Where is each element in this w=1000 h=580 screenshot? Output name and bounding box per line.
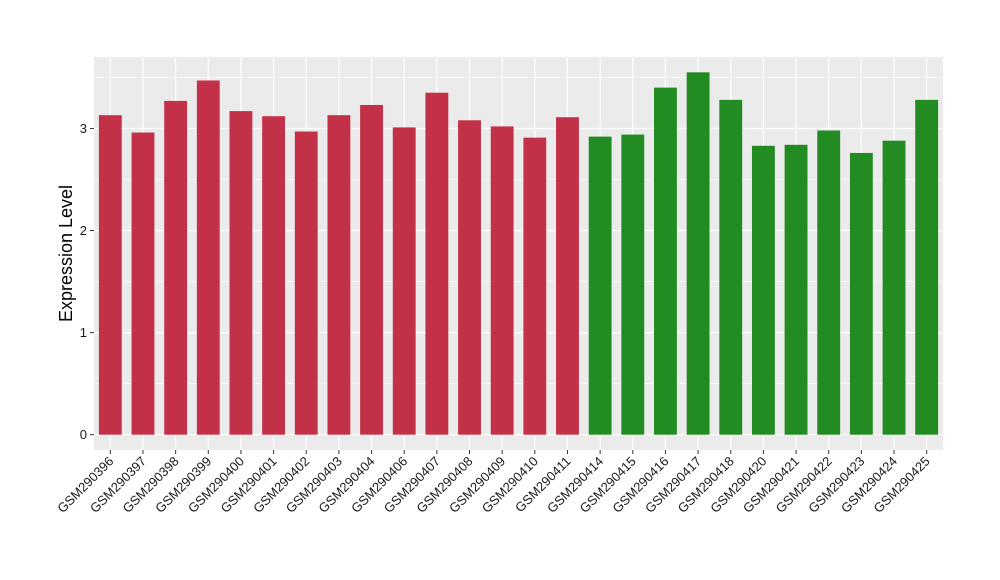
bar-GSM290406 [392, 127, 416, 435]
x-axis: GSM290396GSM290397GSM290398GSM290399GSM2… [54, 450, 933, 516]
bar-GSM290397 [131, 132, 155, 435]
bar-GSM290396 [98, 115, 122, 435]
bar-GSM290407 [425, 92, 449, 435]
bar-GSM290410 [523, 137, 547, 435]
y-axis-title: Expression Level [56, 185, 76, 322]
y-tick-label: 3 [80, 121, 87, 136]
y-tick-label: 2 [80, 223, 87, 238]
bar-GSM290409 [490, 126, 514, 435]
y-tick-label: 0 [80, 427, 87, 442]
bar-GSM290400 [229, 111, 253, 435]
bar-GSM290402 [294, 131, 318, 435]
bar-GSM290425 [915, 99, 939, 435]
bar-GSM290415 [621, 134, 645, 435]
plot-panel [94, 57, 943, 450]
bar-GSM290401 [262, 116, 286, 435]
bars [98, 72, 939, 435]
bar-GSM290403 [327, 115, 351, 435]
bar-GSM290398 [164, 100, 188, 435]
bar-GSM290416 [654, 87, 677, 435]
bar-GSM290411 [556, 117, 579, 435]
bar-GSM290424 [882, 140, 906, 435]
bar-GSM290421 [784, 144, 808, 435]
bar-GSM290422 [817, 130, 841, 435]
bar-GSM290399 [196, 80, 220, 435]
bar-GSM290420 [751, 145, 775, 435]
bar-GSM290423 [849, 152, 873, 435]
y-tick-label: 1 [80, 325, 87, 340]
bar-GSM290414 [588, 136, 612, 435]
bar-GSM290404 [360, 104, 383, 435]
bar-GSM290417 [686, 72, 710, 435]
bar-GSM290408 [458, 120, 481, 435]
bar-GSM290418 [719, 99, 743, 435]
y-axis: 0 1 2 3 [80, 121, 94, 442]
